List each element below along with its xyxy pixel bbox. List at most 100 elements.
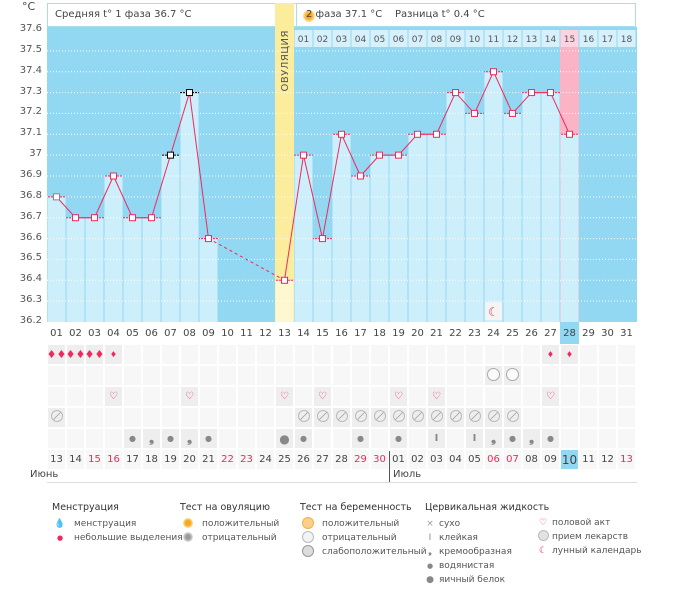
cycle-day-cell[interactable]: 03 xyxy=(85,322,104,344)
cervical-fluid-cell[interactable]: ● xyxy=(275,428,294,449)
menstruation-cell[interactable] xyxy=(313,344,332,365)
date-cell[interactable]: 23 xyxy=(237,449,256,470)
pregnancy-test-cell[interactable] xyxy=(161,365,180,386)
menstruation-cell[interactable] xyxy=(465,344,484,365)
menstruation-cell[interactable] xyxy=(142,344,161,365)
cervical-fluid-cell[interactable] xyxy=(560,428,579,449)
date-cell[interactable]: 25 xyxy=(275,449,294,470)
medication-cell[interactable] xyxy=(275,407,294,428)
medication-cell[interactable] xyxy=(180,407,199,428)
intercourse-cell[interactable]: ♡ xyxy=(313,386,332,407)
intercourse-cell[interactable]: ♡ xyxy=(427,386,446,407)
cervical-fluid-cell[interactable]: I xyxy=(427,428,446,449)
cervical-fluid-cell[interactable]: ● xyxy=(541,428,560,449)
medication-cell[interactable] xyxy=(560,407,579,428)
pregnancy-test-cell[interactable] xyxy=(598,365,617,386)
cycle-day-cell[interactable]: 22 xyxy=(446,322,465,344)
pregnancy-test-cell[interactable] xyxy=(199,365,218,386)
menstruation-cell[interactable] xyxy=(579,344,598,365)
pregnancy-test-cell[interactable] xyxy=(218,365,237,386)
cycle-day-cell[interactable]: 07 xyxy=(161,322,180,344)
cervical-fluid-cell[interactable] xyxy=(256,428,275,449)
date-cell[interactable]: 08 xyxy=(522,449,541,470)
cycle-day-cell[interactable]: 09 xyxy=(199,322,218,344)
cycle-day-cell[interactable]: 12 xyxy=(256,322,275,344)
medication-cell[interactable] xyxy=(370,407,389,428)
menstruation-cell[interactable] xyxy=(351,344,370,365)
cervical-fluid-cell[interactable]: ● xyxy=(123,428,142,449)
medication-cell[interactable] xyxy=(541,407,560,428)
cycle-day-cell[interactable]: 11 xyxy=(237,322,256,344)
medication-cell[interactable] xyxy=(617,407,636,428)
medication-cell[interactable] xyxy=(142,407,161,428)
intercourse-cell[interactable] xyxy=(123,386,142,407)
intercourse-cell[interactable] xyxy=(199,386,218,407)
date-cell[interactable]: 05 xyxy=(465,449,484,470)
intercourse-cell[interactable] xyxy=(66,386,85,407)
cycle-day-cell[interactable]: 27 xyxy=(541,322,560,344)
intercourse-cell[interactable] xyxy=(598,386,617,407)
medication-cell[interactable] xyxy=(123,407,142,428)
cervical-fluid-cell[interactable] xyxy=(237,428,256,449)
date-cell[interactable]: 13 xyxy=(47,449,66,470)
cycle-day-cell[interactable]: 23 xyxy=(465,322,484,344)
cervical-fluid-cell[interactable] xyxy=(104,428,123,449)
pregnancy-test-cell[interactable] xyxy=(313,365,332,386)
intercourse-cell[interactable] xyxy=(522,386,541,407)
intercourse-cell[interactable] xyxy=(332,386,351,407)
cervical-fluid-cell[interactable] xyxy=(85,428,104,449)
menstruation-cell[interactable] xyxy=(617,344,636,365)
medication-cell[interactable] xyxy=(465,407,484,428)
cervical-fluid-cell[interactable] xyxy=(598,428,617,449)
intercourse-cell[interactable] xyxy=(503,386,522,407)
date-cell[interactable]: 28 xyxy=(332,449,351,470)
cycle-day-cell[interactable]: 16 xyxy=(332,322,351,344)
pregnancy-test-cell[interactable] xyxy=(408,365,427,386)
intercourse-cell[interactable]: ♡ xyxy=(104,386,123,407)
date-cell[interactable]: 09 xyxy=(541,449,560,470)
menstruation-cell[interactable]: ♦♦ xyxy=(85,344,104,365)
date-cell[interactable]: 01 xyxy=(389,449,408,470)
medication-cell[interactable] xyxy=(389,407,408,428)
intercourse-cell[interactable]: ♡ xyxy=(180,386,199,407)
cervical-fluid-cell[interactable] xyxy=(408,428,427,449)
medication-cell[interactable] xyxy=(427,407,446,428)
pregnancy-test-cell[interactable] xyxy=(180,365,199,386)
menstruation-cell[interactable] xyxy=(503,344,522,365)
date-cell[interactable]: 17 xyxy=(123,449,142,470)
intercourse-cell[interactable] xyxy=(351,386,370,407)
cervical-fluid-cell[interactable]: ● xyxy=(199,428,218,449)
menstruation-cell[interactable] xyxy=(389,344,408,365)
date-cell[interactable]: 07 xyxy=(503,449,522,470)
menstruation-cell[interactable]: ♦♦ xyxy=(66,344,85,365)
cycle-day-cell[interactable]: 02 xyxy=(66,322,85,344)
cycle-day-cell[interactable]: 25 xyxy=(503,322,522,344)
pregnancy-test-cell[interactable] xyxy=(541,365,560,386)
date-cell[interactable]: 21 xyxy=(199,449,218,470)
cycle-day-cell[interactable]: 05 xyxy=(123,322,142,344)
intercourse-cell[interactable] xyxy=(408,386,427,407)
menstruation-cell[interactable] xyxy=(370,344,389,365)
date-cell[interactable]: 24 xyxy=(256,449,275,470)
pregnancy-test-cell[interactable] xyxy=(85,365,104,386)
intercourse-cell[interactable] xyxy=(446,386,465,407)
pregnancy-test-cell[interactable] xyxy=(351,365,370,386)
cycle-day-cell[interactable]: 20 xyxy=(408,322,427,344)
pregnancy-test-cell[interactable] xyxy=(427,365,446,386)
menstruation-cell[interactable] xyxy=(598,344,617,365)
date-cell[interactable]: 29 xyxy=(351,449,370,470)
medication-cell[interactable] xyxy=(294,407,313,428)
cycle-day-cell[interactable]: 30 xyxy=(598,322,617,344)
cycle-day-cell[interactable]: 10 xyxy=(218,322,237,344)
cycle-day-cell[interactable]: 17 xyxy=(351,322,370,344)
cervical-fluid-cell[interactable]: ● xyxy=(351,428,370,449)
pregnancy-test-cell[interactable] xyxy=(123,365,142,386)
date-cell[interactable]: 10 xyxy=(560,449,579,470)
cycle-day-cell[interactable]: 13 xyxy=(275,322,294,344)
pregnancy-test-cell[interactable] xyxy=(522,365,541,386)
cycle-day-cell[interactable]: 28 xyxy=(560,322,579,344)
date-cell[interactable]: 14 xyxy=(66,449,85,470)
cycle-day-cell[interactable]: 06 xyxy=(142,322,161,344)
cervical-fluid-cell[interactable]: ● xyxy=(503,428,522,449)
pregnancy-test-cell[interactable] xyxy=(579,365,598,386)
